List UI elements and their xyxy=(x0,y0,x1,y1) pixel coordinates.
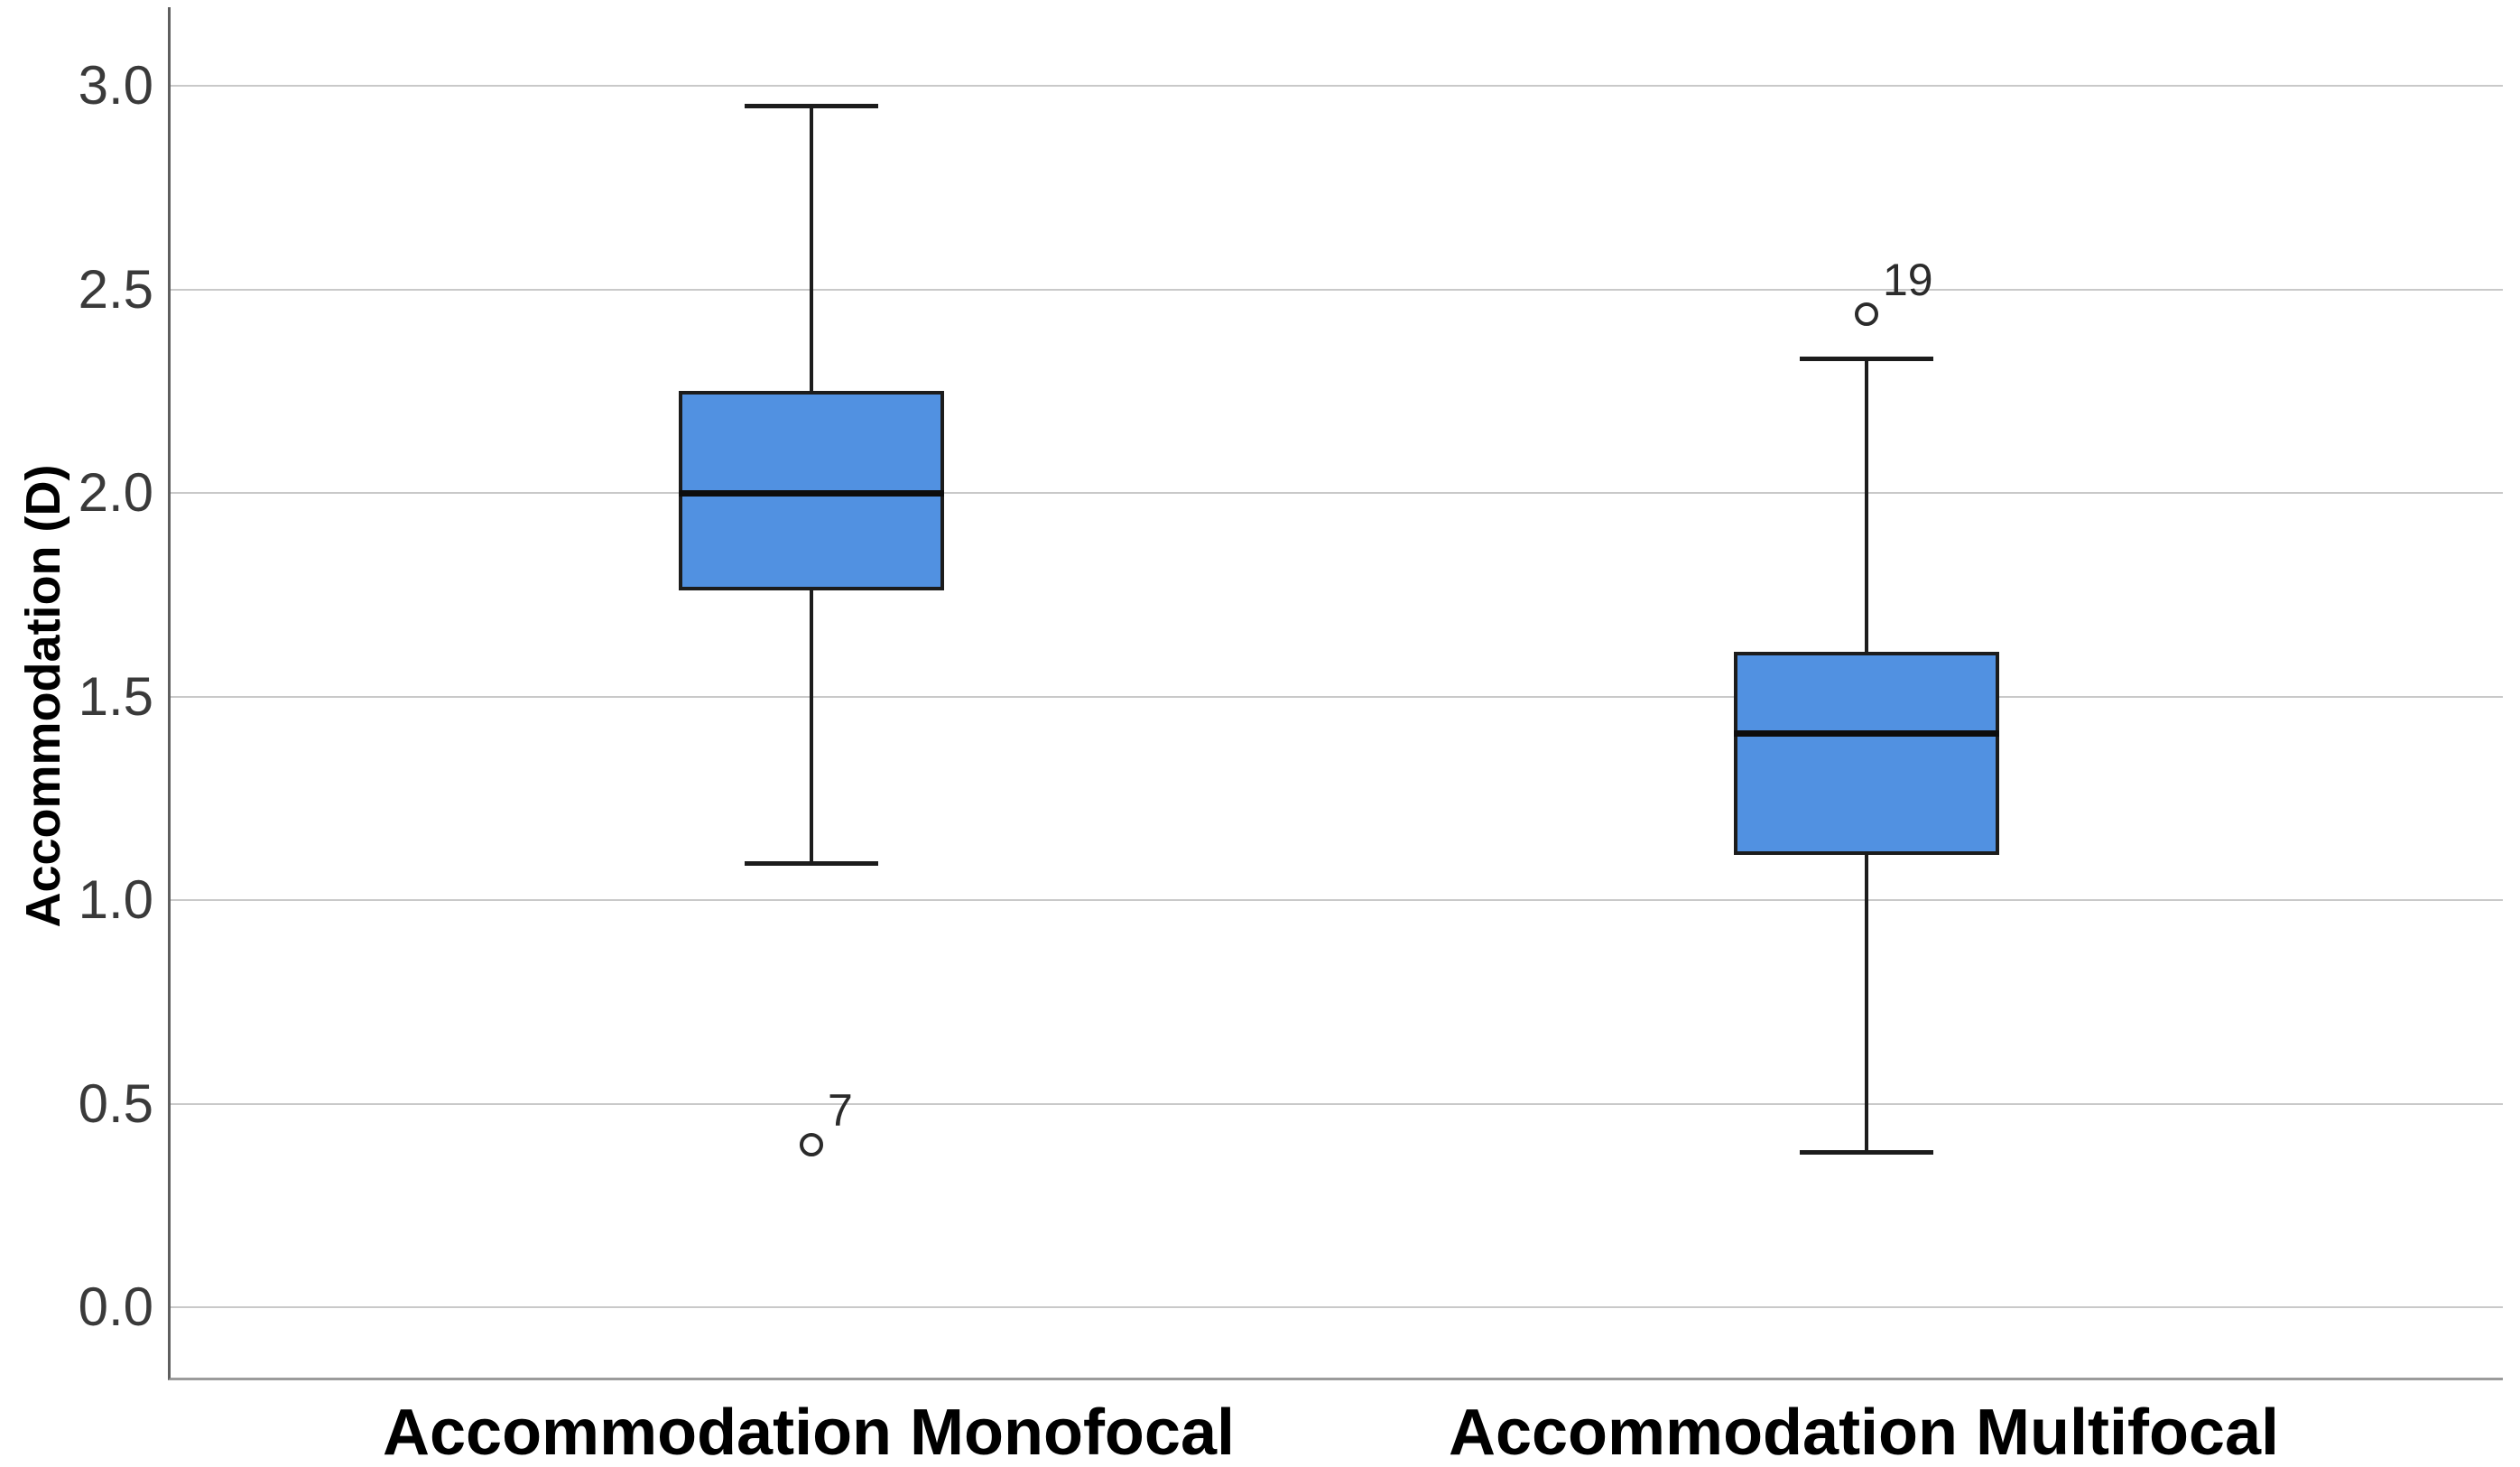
x-category-label-multifocal: Accommodation Multifocal xyxy=(1448,1397,2280,1467)
plot-area: 7 19 xyxy=(168,7,2503,1380)
y-tick-label: 1.0 xyxy=(78,869,153,930)
median-line-monofocal xyxy=(679,489,944,497)
gridline-y-0.5 xyxy=(171,1102,2503,1105)
outlier-label-multifocal: 19 xyxy=(1883,254,1933,305)
gridline-y-1.5 xyxy=(171,695,2503,698)
outlier-point-multifocal xyxy=(1855,302,1878,326)
gridline-y-0.0 xyxy=(171,1306,2503,1308)
gridline-y-2.5 xyxy=(171,288,2503,291)
whisker-cap-top-multifocal xyxy=(1800,356,1933,361)
gridline-y-3.0 xyxy=(171,85,2503,87)
gridline-y-2.0 xyxy=(171,492,2503,494)
whisker-cap-top-monofocal xyxy=(745,104,878,109)
gridline-y-1.0 xyxy=(171,899,2503,901)
median-line-multifocal xyxy=(1734,729,1999,737)
whisker-cap-bottom-multifocal xyxy=(1800,1150,1933,1156)
outlier-label-monofocal: 7 xyxy=(828,1084,853,1136)
y-tick-label: 2.0 xyxy=(78,462,153,523)
y-tick-label: 1.5 xyxy=(78,665,153,727)
whisker-cap-bottom-monofocal xyxy=(745,860,878,866)
outlier-point-monofocal xyxy=(800,1132,823,1156)
y-tick-label: 0.0 xyxy=(78,1277,153,1337)
y-tick-label: 0.5 xyxy=(78,1072,153,1134)
y-tick-label: 3.0 xyxy=(78,55,153,116)
y-tick-label: 2.5 xyxy=(78,258,153,320)
box-multifocal xyxy=(1734,651,1999,856)
x-category-label-monofocal: Accommodation Monofocal xyxy=(382,1397,1235,1467)
